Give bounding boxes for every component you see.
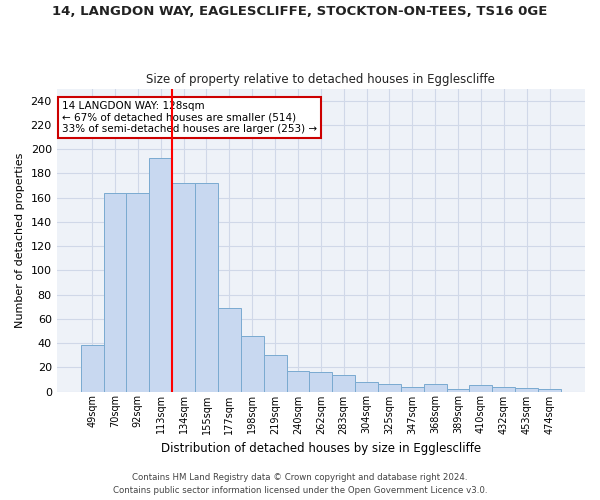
Title: Size of property relative to detached houses in Egglescliffe: Size of property relative to detached ho…	[146, 73, 495, 86]
Bar	[424, 384, 446, 392]
Bar	[104, 193, 127, 392]
Bar	[287, 371, 310, 392]
Bar	[469, 386, 493, 392]
Bar	[80, 346, 104, 392]
Bar	[263, 355, 287, 392]
Bar	[493, 386, 515, 392]
Text: 14, LANGDON WAY, EAGLESCLIFFE, STOCKTON-ON-TEES, TS16 0GE: 14, LANGDON WAY, EAGLESCLIFFE, STOCKTON-…	[52, 5, 548, 18]
Bar	[515, 388, 538, 392]
Bar	[195, 183, 218, 392]
Bar	[241, 336, 263, 392]
Bar	[127, 193, 149, 392]
Bar	[538, 389, 561, 392]
Bar	[149, 158, 172, 392]
Bar	[446, 389, 469, 392]
Text: Contains HM Land Registry data © Crown copyright and database right 2024.
Contai: Contains HM Land Registry data © Crown c…	[113, 474, 487, 495]
Bar	[401, 386, 424, 392]
Bar	[332, 374, 355, 392]
Bar	[218, 308, 241, 392]
Text: 14 LANGDON WAY: 128sqm
← 67% of detached houses are smaller (514)
33% of semi-de: 14 LANGDON WAY: 128sqm ← 67% of detached…	[62, 100, 317, 134]
Bar	[172, 183, 195, 392]
X-axis label: Distribution of detached houses by size in Egglescliffe: Distribution of detached houses by size …	[161, 442, 481, 455]
Bar	[310, 372, 332, 392]
Y-axis label: Number of detached properties: Number of detached properties	[15, 152, 25, 328]
Bar	[378, 384, 401, 392]
Bar	[355, 382, 378, 392]
